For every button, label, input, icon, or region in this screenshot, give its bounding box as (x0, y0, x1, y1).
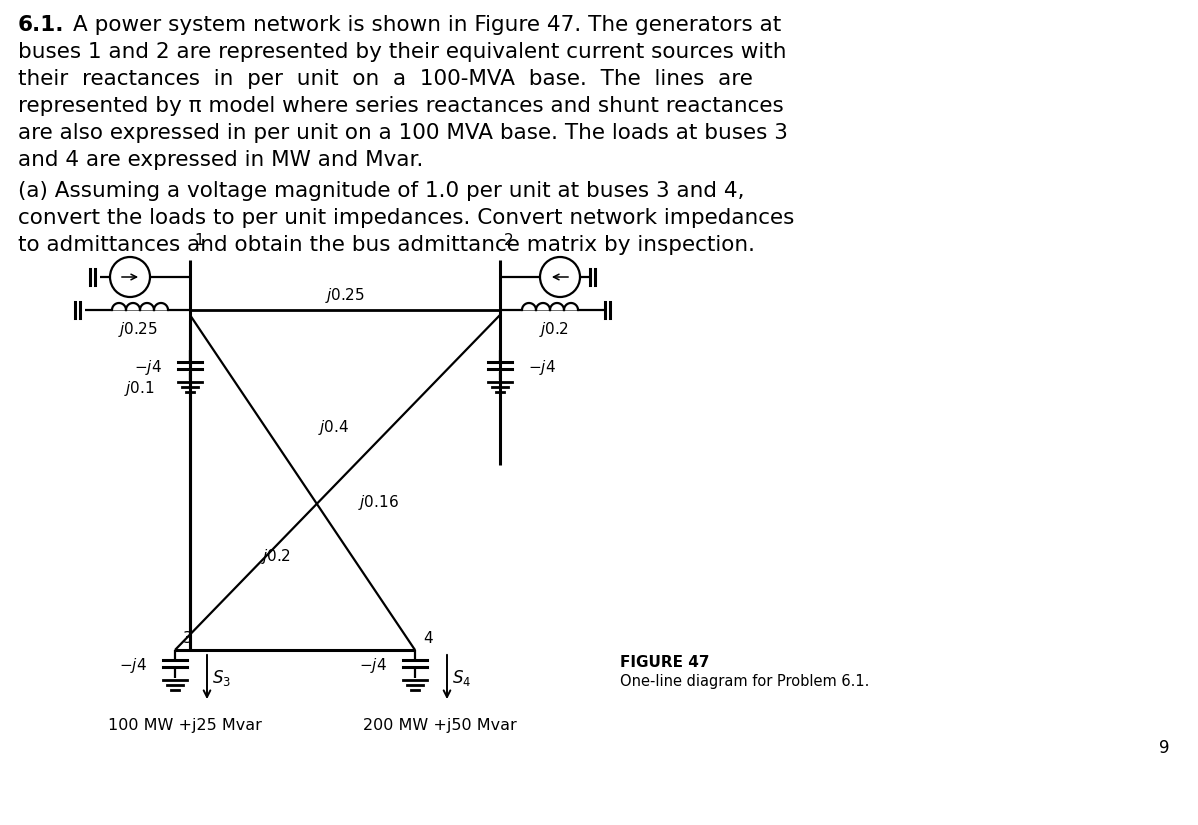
Text: 3: 3 (183, 631, 193, 646)
Text: $-j4$: $-j4$ (120, 656, 147, 675)
Text: 4: 4 (423, 631, 432, 646)
Text: $j0.4$: $j0.4$ (317, 418, 349, 437)
Text: $S_3$: $S_3$ (212, 668, 231, 688)
Text: $j0.16$: $j0.16$ (357, 493, 399, 512)
Text: 200 MW +​j50 Mvar: 200 MW +​j50 Mvar (363, 718, 516, 733)
Text: $j0.25$: $j0.25$ (119, 320, 158, 339)
Text: represented by π model where series reactances and shunt reactances: represented by π model where series reac… (18, 96, 783, 116)
Text: $S_4$: $S_4$ (452, 668, 471, 688)
Text: (a) Assuming a voltage magnitude of 1.0 per unit at buses 3 and 4,: (a) Assuming a voltage magnitude of 1.0 … (18, 181, 744, 201)
Text: 100 MW +​j25 Mvar: 100 MW +​j25 Mvar (108, 718, 262, 733)
Text: 1: 1 (194, 233, 204, 248)
Text: FIGURE 47: FIGURE 47 (621, 655, 709, 670)
Text: $j0.1$: $j0.1$ (125, 380, 155, 398)
Text: $-j4$: $-j4$ (528, 358, 556, 377)
Text: 6.1.: 6.1. (18, 15, 65, 35)
Text: $j0.2$: $j0.2$ (539, 320, 569, 339)
Text: 2: 2 (504, 233, 514, 248)
Text: One-line diagram for Problem 6.1.: One-line diagram for Problem 6.1. (621, 674, 870, 689)
Text: are also expressed in per unit on a 100 MVA base. The loads at buses 3: are also expressed in per unit on a 100 … (18, 123, 788, 143)
Text: 9: 9 (1160, 739, 1170, 757)
Text: $-j4$: $-j4$ (134, 358, 162, 377)
Text: A power system network is shown in Figure 47. The generators at: A power system network is shown in Figur… (73, 15, 781, 35)
Text: $j0.2$: $j0.2$ (261, 547, 291, 566)
Text: $-j4$: $-j4$ (359, 656, 387, 675)
Text: buses 1 and 2 are represented by their equivalent current sources with: buses 1 and 2 are represented by their e… (18, 42, 787, 62)
Text: and 4 are expressed in MW and Mvar.: and 4 are expressed in MW and Mvar. (18, 150, 423, 170)
Text: $j0.25$: $j0.25$ (325, 286, 365, 305)
Text: to admittances and obtain the bus admittance matrix by inspection.: to admittances and obtain the bus admitt… (18, 235, 755, 255)
Text: convert the loads to per unit impedances. Convert network impedances: convert the loads to per unit impedances… (18, 208, 794, 228)
Text: their  reactances  in  per  unit  on  a  100-MVA  base.  The  lines  are: their reactances in per unit on a 100-MV… (18, 69, 752, 89)
